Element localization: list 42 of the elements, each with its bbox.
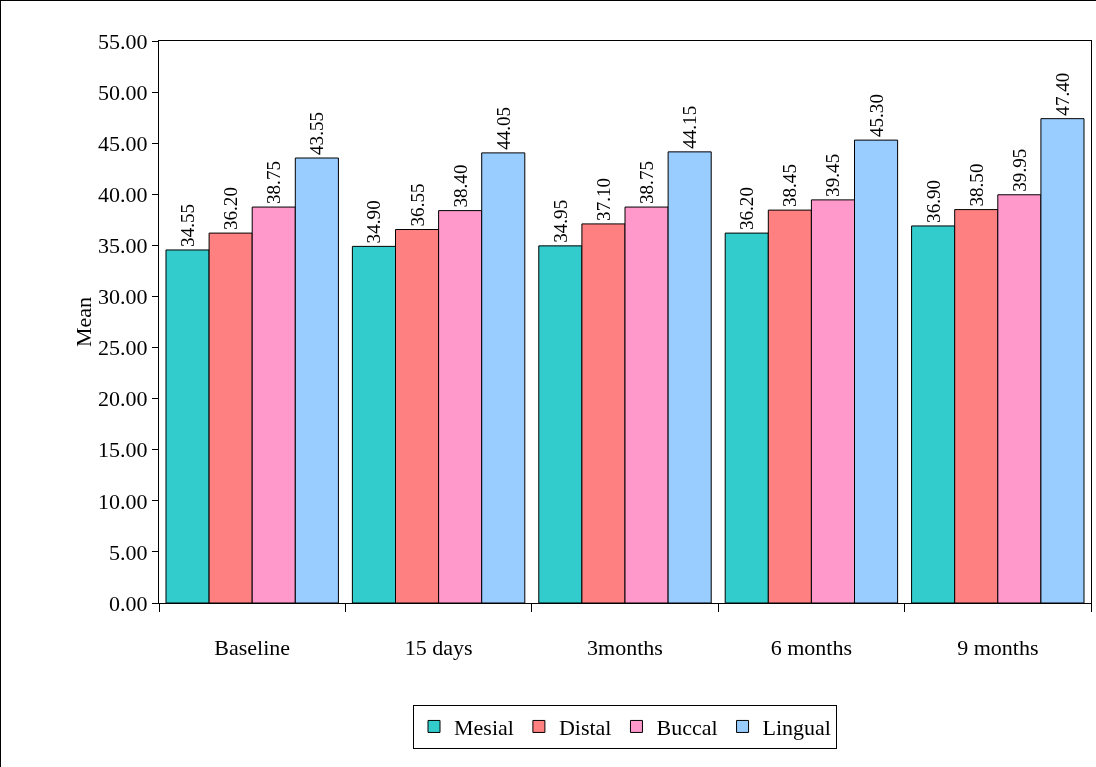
data-label: 38.75 [636,160,658,205]
data-label: 38.50 [965,163,987,207]
x-tick-label: 6 months [770,635,853,661]
x-tick-label: Baseline [214,635,291,661]
data-label: 43.55 [306,111,328,155]
data-label: 36.20 [220,187,242,231]
y-tick-label: 10.00 [98,488,148,514]
x-tick-label: 3months [587,635,663,661]
y-tick-label: 0.00 [109,590,148,616]
data-label: 39.95 [1008,148,1030,192]
data-label: 44.15 [679,105,701,149]
y-tick-label: 15.00 [98,437,148,463]
x-tick-label: 15 days [404,635,473,661]
y-tick-label: 5.00 [109,539,148,565]
y-tick-label: 50.00 [98,79,148,105]
y-tick-label: 45.00 [98,130,148,156]
legend-label: Mesial [454,715,514,741]
data-label: 34.55 [177,203,199,247]
y-tick-label: 25.00 [98,335,148,361]
data-label: 47.40 [1051,72,1073,116]
data-label: 36.20 [736,186,758,231]
data-label: 36.90 [922,179,944,223]
data-label: 39.45 [822,153,844,197]
x-tick-label: 9 months [957,635,1039,661]
y-tick-label: 30.00 [98,284,148,310]
y-tick-label: 55.00 [98,28,148,54]
legend-label: Distal [558,715,612,741]
data-label: 36.55 [406,183,428,227]
data-label: 34.90 [363,200,385,244]
data-label: 38.45 [779,164,801,208]
legend-label: Lingual [762,715,831,741]
y-tick-label: 20.00 [98,386,148,412]
data-label: 44.05 [492,106,514,150]
data-label: 34.95 [549,199,571,243]
y-tick-label: 40.00 [98,181,148,207]
y-tick-label: 35.00 [98,233,148,259]
data-label: 45.30 [865,94,887,138]
legend-label: Buccal [656,715,718,741]
data-label: 38.40 [449,164,471,208]
data-label: 38.75 [263,160,285,205]
y-axis-title: Mean [71,296,97,348]
data-label: 37.10 [592,177,614,221]
